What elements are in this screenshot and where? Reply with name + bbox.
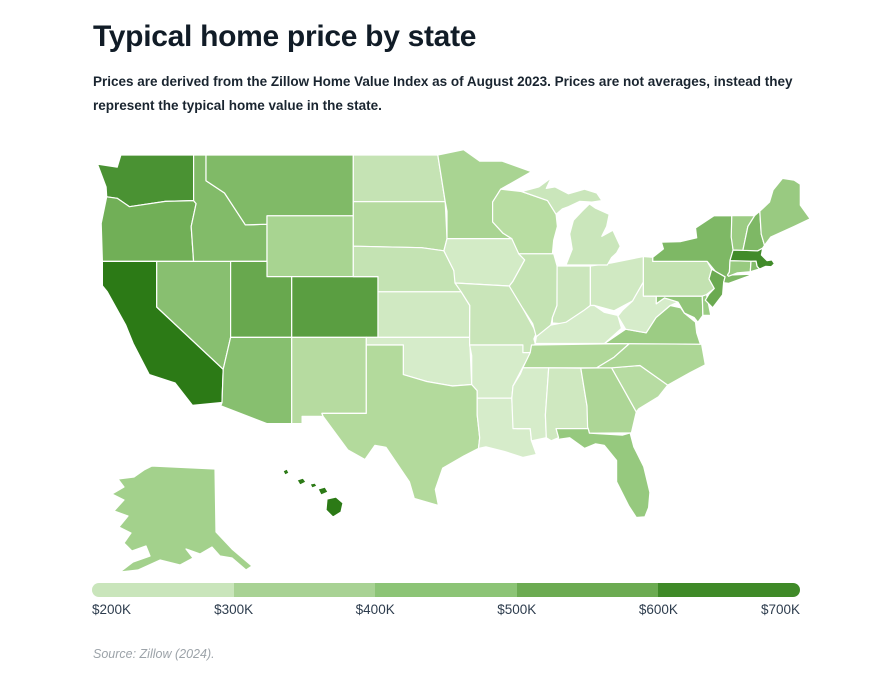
legend-label: $500K <box>497 602 537 617</box>
us-map-svg <box>96 149 811 573</box>
legend-label: $300K <box>214 602 254 617</box>
state-az[interactable] <box>220 336 293 425</box>
legend-label: $400K <box>355 602 395 617</box>
state-ks[interactable] <box>377 291 471 338</box>
state-ky[interactable] <box>534 304 623 345</box>
state-wy[interactable] <box>266 215 354 278</box>
source-note: Source: Zillow (2024). <box>93 647 215 661</box>
legend-segment <box>516 583 659 597</box>
state-or[interactable] <box>100 196 197 262</box>
state-mi[interactable] <box>521 177 621 266</box>
legend-label: $700K <box>760 602 800 617</box>
legend-segment <box>92 583 234 597</box>
state-ak[interactable] <box>111 465 253 573</box>
legend-label: $600K <box>638 602 678 617</box>
state-ia[interactable] <box>443 238 526 287</box>
legend-segment <box>233 583 376 597</box>
state-pa[interactable] <box>642 255 715 297</box>
state-hi[interactable] <box>282 468 344 518</box>
state-nm[interactable] <box>291 336 367 425</box>
state-nd[interactable] <box>352 154 446 203</box>
legend-color-bar <box>92 583 800 597</box>
us-choropleth-map <box>0 140 876 576</box>
legend-segment <box>658 583 800 597</box>
state-nc[interactable] <box>596 342 706 386</box>
legend-axis-labels: $200K $300K $400K $500K $600K $700K <box>92 602 800 620</box>
page-title: Typical home price by state <box>93 20 477 53</box>
state-fl[interactable] <box>555 428 651 519</box>
state-tx[interactable] <box>321 344 481 506</box>
legend-segment <box>375 583 517 597</box>
state-me[interactable] <box>759 177 811 246</box>
state-co[interactable] <box>291 276 379 338</box>
page-subtitle: Prices are derived from the Zillow Home … <box>93 74 793 113</box>
legend-label: $200K <box>92 602 132 617</box>
state-sd[interactable] <box>352 201 448 252</box>
